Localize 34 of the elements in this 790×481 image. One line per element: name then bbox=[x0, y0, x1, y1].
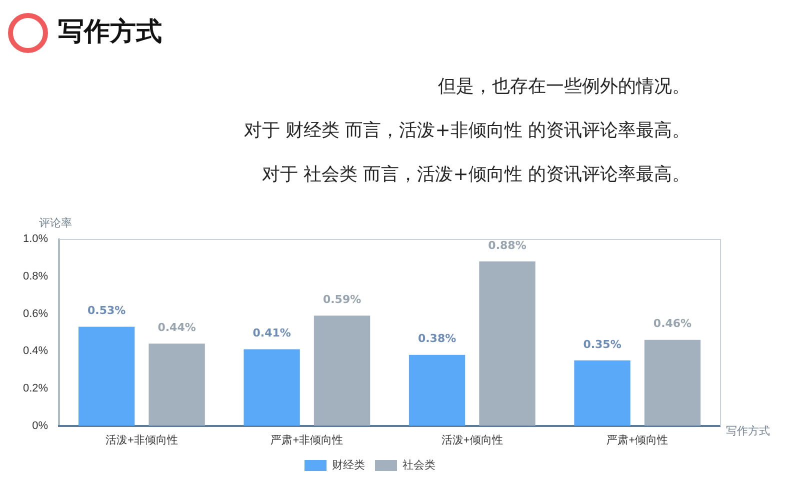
text: 但是，也存在一些例外的情况。 bbox=[437, 75, 690, 99]
x-tick-label: 活泼+非倾向性 bbox=[105, 433, 178, 446]
x-tick-label: 活泼+倾向性 bbox=[441, 434, 503, 446]
legend-label: 社会类 bbox=[402, 458, 436, 472]
x-tick-label: 严肃+倾向性 bbox=[606, 433, 668, 446]
data-label: 0.38% bbox=[418, 332, 456, 346]
data-label: 0.53% bbox=[87, 304, 126, 318]
chart-title: 写作方式 bbox=[58, 16, 162, 49]
x-axis-title: 写作方式 bbox=[726, 424, 770, 438]
y-axis-title: 评论率 bbox=[39, 216, 72, 230]
data-label: 0.59% bbox=[322, 292, 362, 306]
bar bbox=[479, 261, 536, 426]
data-label: 0.35% bbox=[583, 338, 622, 351]
bar bbox=[314, 316, 370, 426]
bar bbox=[644, 340, 701, 426]
y-tick-label: 0% bbox=[32, 420, 48, 432]
text: 对于 社会类 而言，活泼+倾向性 的资讯评论率最高。 bbox=[260, 163, 690, 187]
text: 对于 财经类 而言，活泼+非倾向性 的资讯评论率最高。 bbox=[244, 119, 690, 143]
bar bbox=[574, 360, 630, 426]
bar bbox=[78, 326, 135, 426]
bar bbox=[408, 354, 466, 426]
x-tick-label: 严肃+非倾向性 bbox=[270, 433, 344, 446]
data-label: 0.41% bbox=[252, 326, 291, 340]
data-label: 0.44% bbox=[158, 320, 196, 334]
y-tick-label: 0.2% bbox=[22, 382, 48, 394]
legend-label: 财经类 bbox=[332, 458, 365, 472]
bar bbox=[244, 349, 300, 426]
y-tick-label: 0.6% bbox=[22, 308, 48, 320]
y-tick-label: 1.0% bbox=[22, 233, 48, 246]
y-tick-label: 0.8% bbox=[22, 270, 48, 282]
bar bbox=[148, 344, 205, 426]
data-label: 0.46% bbox=[653, 317, 692, 330]
data-label: 0.88% bbox=[488, 238, 526, 252]
y-tick-label: 0.4% bbox=[22, 345, 48, 358]
